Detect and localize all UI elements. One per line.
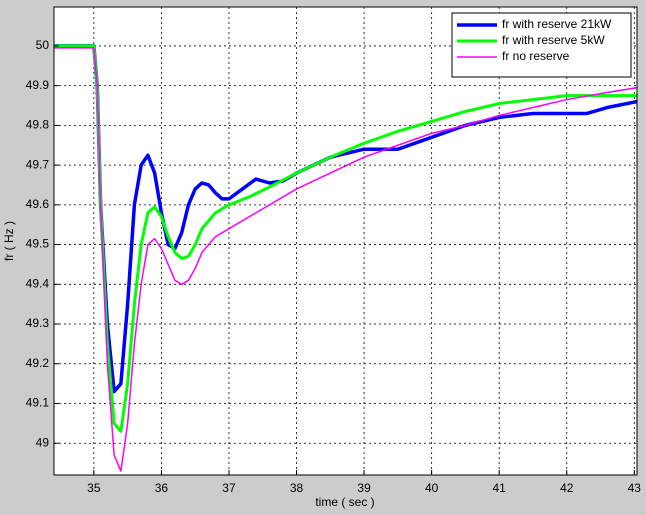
y-axis-label: fr ( Hz ) xyxy=(2,221,16,261)
legend-label: fr with reserve 21kW xyxy=(502,17,612,31)
y-tick-label: 50 xyxy=(36,38,50,52)
y-tick-label: 49.9 xyxy=(26,78,50,92)
x-tick-label: 42 xyxy=(560,481,574,495)
ticks: 35 36 37 38 39 40 41 42 43 49 49.1 49.2 49.3 49.4 49.5… xyxy=(26,38,642,495)
legend-label: fr no reserve xyxy=(502,49,570,63)
series-line xyxy=(54,47,637,472)
y-tick-label: 49.4 xyxy=(26,276,50,290)
x-tick-label: 38 xyxy=(290,481,304,495)
series-line xyxy=(54,44,637,394)
x-tick-label: 37 xyxy=(222,481,236,495)
x-tick-label: 40 xyxy=(425,481,439,495)
y-tick-label: 49.8 xyxy=(26,118,50,132)
x-tick-label: 35 xyxy=(87,481,101,495)
y-tick-label: 49 xyxy=(36,435,50,449)
series-line xyxy=(54,44,637,433)
y-tick-label: 49.3 xyxy=(26,316,50,330)
legend: fr with reserve 21kW fr with reserve 5kW f… xyxy=(451,12,632,78)
x-axis-label: time ( sec ) xyxy=(315,495,374,509)
y-tick-label: 49.1 xyxy=(26,396,50,410)
x-tick-label: 41 xyxy=(493,481,507,495)
lines xyxy=(54,44,637,472)
y-tick-label: 49.2 xyxy=(26,356,50,370)
y-tick-label: 49.5 xyxy=(26,237,50,251)
axes-box xyxy=(53,6,638,476)
y-tick-label: 49.6 xyxy=(26,197,50,211)
legend-label: fr with reserve 5kW xyxy=(502,33,605,47)
x-tick-label: 36 xyxy=(155,481,169,495)
y-tick-label: 49.7 xyxy=(26,157,50,171)
x-tick-label: 39 xyxy=(357,481,371,495)
x-tick-label: 43 xyxy=(628,481,642,495)
